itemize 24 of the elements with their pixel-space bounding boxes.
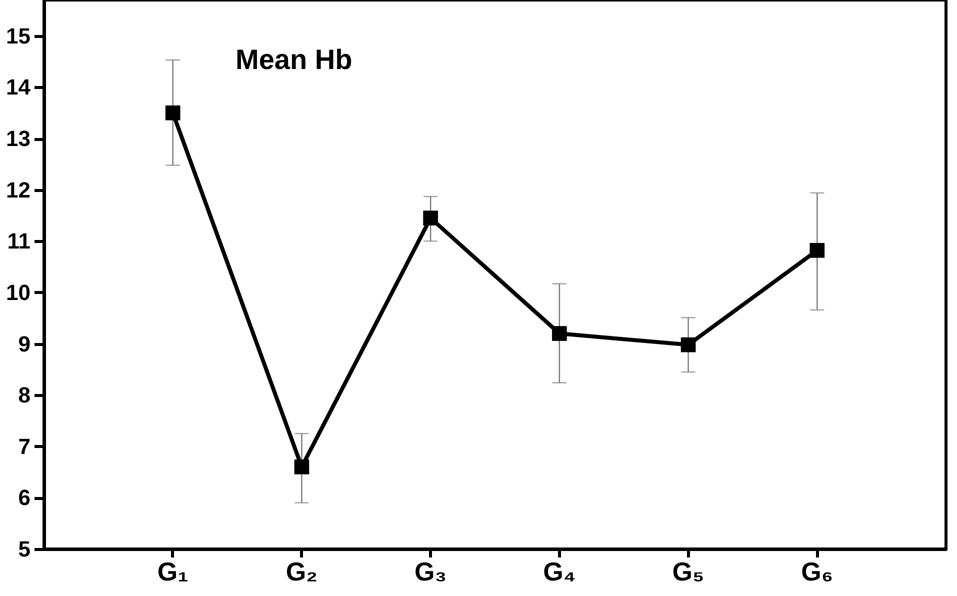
y-tick-label: 13 xyxy=(6,126,30,152)
y-tick-label: 7 xyxy=(18,434,30,459)
point xyxy=(294,459,310,474)
y-tick-label: 15 xyxy=(6,23,30,48)
x-tick-label: G₁ xyxy=(157,556,188,586)
y-tick-label: 8 xyxy=(18,382,30,408)
y-tick-label: 12 xyxy=(6,177,30,202)
x-tick-label: G₅ xyxy=(672,556,704,586)
y-tick-label: 6 xyxy=(18,485,30,510)
x-tick-label: G₃ xyxy=(414,556,447,586)
x-tick-label: G₄ xyxy=(543,556,576,586)
point xyxy=(810,242,825,258)
x-tick-label: G₆ xyxy=(801,556,834,586)
y-tick-label: 9 xyxy=(18,331,30,356)
point xyxy=(165,105,180,120)
y-tick-label: 14 xyxy=(6,74,32,100)
point xyxy=(552,326,567,341)
point xyxy=(680,337,696,352)
y-tick-label: 5 xyxy=(18,536,30,562)
y-tick-label: 11 xyxy=(7,228,30,254)
point xyxy=(423,210,438,226)
text: Mean Hb xyxy=(236,44,352,75)
y-tick-label: 10 xyxy=(6,280,30,305)
x-tick-label: G₂ xyxy=(286,556,318,586)
